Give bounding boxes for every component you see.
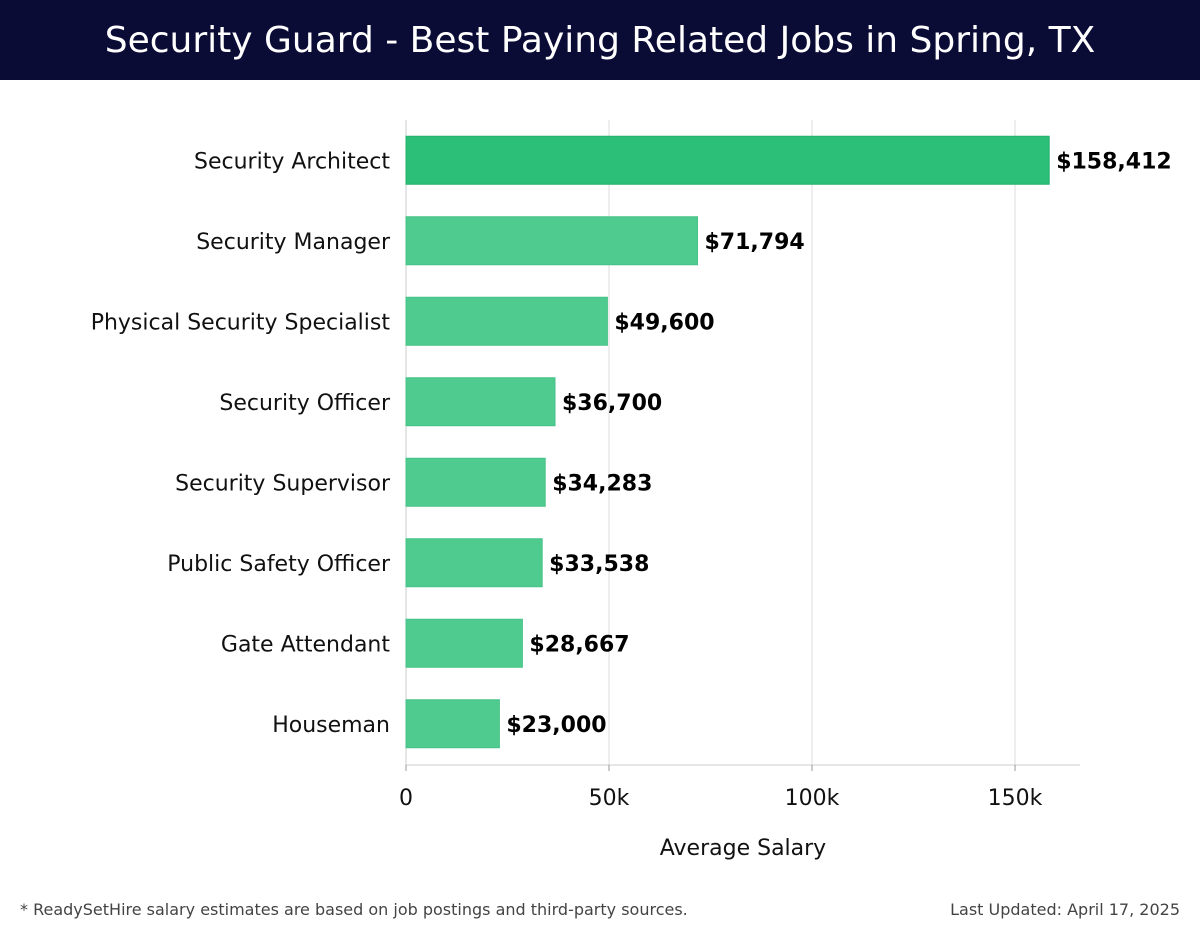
data-label: $158,412 (1056, 149, 1172, 174)
category-label: Security Officer (219, 391, 391, 416)
bar (405, 618, 523, 668)
category-label: Security Supervisor (175, 471, 391, 496)
category-label: Gate Attendant (221, 632, 390, 657)
last-updated: Last Updated: April 17, 2025 (950, 900, 1180, 919)
bar (405, 377, 556, 427)
bar (405, 216, 699, 266)
x-tick-label: 50k (589, 786, 630, 811)
data-label: $23,000 (506, 713, 606, 738)
category-label: Physical Security Specialist (91, 310, 391, 335)
x-axis-label: Average Salary (660, 836, 826, 861)
bar (405, 135, 1050, 185)
data-label: $49,600 (614, 310, 714, 335)
category-label: Security Manager (196, 230, 391, 255)
x-tick-label: 150k (988, 786, 1043, 811)
x-tick-label: 100k (785, 786, 840, 811)
bar (405, 699, 500, 749)
data-label: $34,283 (552, 471, 652, 496)
data-label: $28,667 (529, 632, 629, 657)
bar (405, 538, 543, 588)
chart-title: Security Guard - Best Paying Related Job… (0, 0, 1200, 80)
category-label: Security Architect (194, 149, 390, 174)
category-label: Houseman (272, 713, 390, 738)
bar (405, 457, 546, 507)
data-label: $33,538 (549, 552, 649, 577)
category-label: Public Safety Officer (167, 552, 391, 577)
bar-chart: Security Architect $158,412 Security Manag… (91, 120, 1172, 861)
data-label: $71,794 (705, 230, 805, 255)
data-label: $36,700 (562, 391, 662, 416)
bar (405, 296, 608, 346)
x-tick-label: 0 (399, 786, 413, 811)
footnote: * ReadySetHire salary estimates are base… (20, 900, 688, 919)
